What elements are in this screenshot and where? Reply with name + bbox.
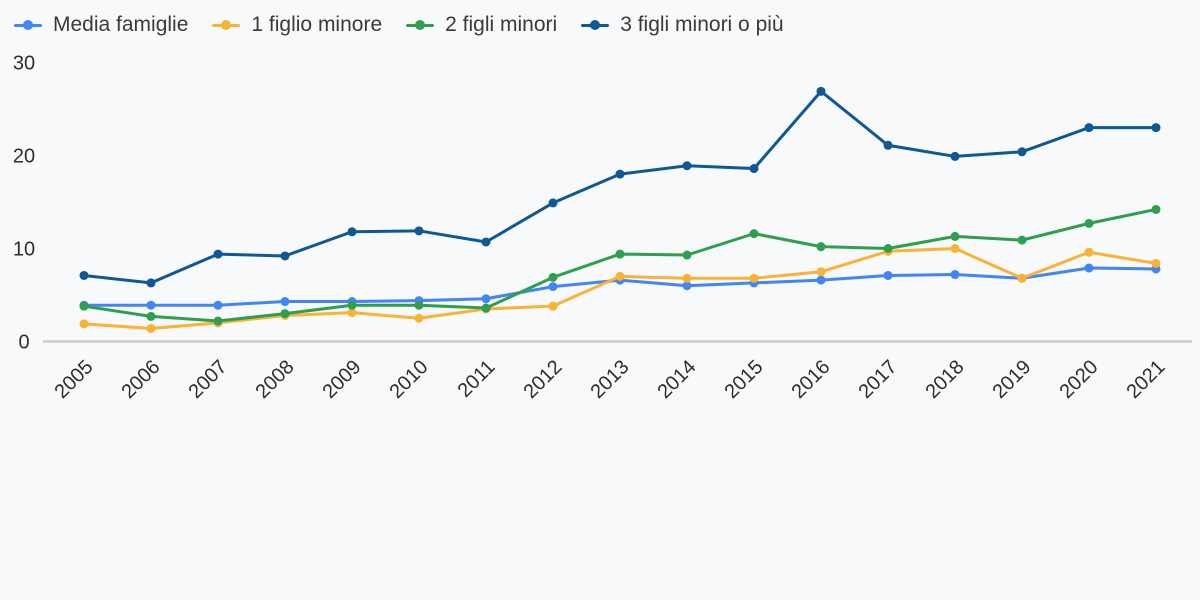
series-marker-icon	[212, 20, 241, 30]
legend-item-label: 1 figlio minore	[251, 13, 383, 36]
x-tick-label: 2006	[118, 356, 165, 403]
x-tick-label: 2010	[386, 356, 433, 403]
data-point-2-figli-minori-2007	[213, 316, 223, 326]
series-marker-icon	[406, 20, 435, 30]
data-point-2-figli-minori-2009	[347, 300, 357, 310]
data-point-2-figli-minori-2015	[749, 229, 759, 239]
data-point-1-figlio-minore-2019	[1017, 273, 1027, 283]
data-point-3-figli-minori-o-pi-2015	[749, 164, 759, 174]
data-point-1-figlio-minore-2009	[347, 308, 357, 318]
data-point-2-figli-minori-2020	[1084, 218, 1094, 228]
data-point-1-figlio-minore-2015	[749, 273, 759, 283]
data-point-1-figlio-minore-2020	[1084, 247, 1094, 257]
x-tick-label: 2011	[454, 356, 500, 402]
data-point-3-figli-minori-o-pi-2021	[1151, 123, 1161, 133]
legend-item-1-figlio-minore[interactable]: 1 figlio minore	[212, 13, 382, 37]
series-line-1-figlio-minore	[82, 247, 1158, 330]
x-tick-label: 2021	[1123, 356, 1170, 403]
legend: Media famiglie 1 figlio minore 2 figli min…	[14, 13, 784, 37]
x-tick-label: 2009	[319, 356, 366, 403]
x-tick-label: 2007	[185, 356, 232, 403]
data-point-3-figli-minori-o-pi-2007	[213, 249, 223, 259]
data-point-media-famiglie-2020	[1084, 263, 1094, 273]
data-point-media-famiglie-2006	[146, 300, 156, 310]
legend-item-label: 3 figli minori o più	[620, 13, 784, 36]
x-tick-label: 2012	[520, 356, 567, 403]
data-point-2-figli-minori-2018	[950, 231, 960, 241]
data-point-3-figli-minori-o-pi-2012	[548, 198, 558, 208]
x-tick-label: 2016	[788, 356, 835, 403]
data-point-media-famiglie-2007	[213, 300, 223, 310]
data-point-2-figli-minori-2019	[1017, 235, 1027, 245]
data-point-media-famiglie-2012	[548, 282, 558, 292]
data-point-media-famiglie-2014	[682, 281, 692, 291]
legend-item-media-famiglie[interactable]: Media famiglie	[14, 13, 188, 37]
data-point-2-figli-minori-2005	[79, 301, 89, 311]
data-point-2-figli-minori-2010	[414, 300, 424, 310]
data-point-1-figlio-minore-2005	[79, 319, 89, 329]
x-tick-label: 2013	[587, 356, 634, 403]
series-marker-icon	[14, 20, 42, 30]
data-point-media-famiglie-2017	[883, 270, 893, 280]
data-point-2-figli-minori-2012	[548, 272, 558, 282]
data-point-3-figli-minori-o-pi-2016	[816, 86, 826, 96]
x-tick-label: 2017	[855, 356, 902, 403]
data-point-3-figli-minori-o-pi-2011	[481, 237, 491, 247]
data-point-2-figli-minori-2013	[615, 249, 625, 259]
data-point-3-figli-minori-o-pi-2010	[414, 226, 424, 236]
y-tick-label: 10	[13, 239, 35, 261]
data-point-media-famiglie-2016	[816, 275, 826, 285]
x-tick-label: 2018	[922, 356, 969, 403]
data-point-2-figli-minori-2017	[883, 244, 893, 253]
data-point-1-figlio-minore-2006	[146, 323, 156, 333]
data-point-2-figli-minori-2016	[816, 242, 826, 252]
y-tick-label: 20	[13, 146, 35, 168]
data-point-media-famiglie-2018	[950, 270, 960, 280]
data-point-3-figli-minori-o-pi-2008	[280, 251, 290, 261]
legend-item-label: Media famiglie	[53, 13, 189, 36]
data-point-3-figli-minori-o-pi-2017	[883, 140, 893, 150]
data-point-1-figlio-minore-2021	[1151, 258, 1161, 268]
legend-item-2-figli-minori[interactable]: 2 figli minori	[406, 13, 557, 37]
x-tick-label: 2014	[654, 356, 701, 403]
data-point-1-figlio-minore-2014	[682, 273, 692, 283]
data-point-2-figli-minori-2021	[1151, 204, 1161, 214]
data-point-2-figli-minori-2014	[682, 250, 692, 260]
x-tick-label: 2019	[989, 356, 1036, 403]
data-point-3-figli-minori-o-pi-2014	[682, 161, 692, 171]
data-point-1-figlio-minore-2010	[414, 313, 424, 323]
data-point-2-figli-minori-2008	[280, 309, 290, 319]
data-point-1-figlio-minore-2018	[950, 244, 960, 253]
data-point-2-figli-minori-2011	[481, 303, 491, 313]
data-point-1-figlio-minore-2012	[548, 301, 558, 311]
data-point-3-figli-minori-o-pi-2019	[1017, 147, 1027, 157]
data-point-1-figlio-minore-2013	[615, 271, 625, 281]
y-tick-label: 0	[18, 332, 29, 354]
x-tick-label: 2020	[1056, 356, 1103, 403]
data-point-1-figlio-minore-2016	[816, 267, 826, 277]
data-point-2-figli-minori-2006	[146, 311, 156, 321]
x-tick-label: 2015	[721, 356, 768, 403]
data-point-3-figli-minori-o-pi-2013	[615, 169, 625, 179]
y-tick-label: 30	[13, 53, 35, 75]
x-tick-label: 2008	[252, 356, 299, 403]
data-point-3-figli-minori-o-pi-2009	[347, 227, 357, 237]
data-point-3-figli-minori-o-pi-2005	[79, 270, 89, 280]
series-marker-icon	[581, 20, 610, 30]
x-tick-label: 2005	[51, 356, 98, 403]
legend-item-3-figli-minori-o-pi[interactable]: 3 figli minori o più	[581, 13, 784, 37]
data-point-media-famiglie-2008	[280, 297, 290, 307]
data-point-3-figli-minori-o-pi-2018	[950, 151, 960, 161]
data-point-media-famiglie-2011	[481, 294, 491, 304]
legend-item-label: 2 figli minori	[445, 13, 558, 36]
data-point-3-figli-minori-o-pi-2020	[1084, 123, 1094, 133]
data-point-3-figli-minori-o-pi-2006	[146, 278, 156, 288]
